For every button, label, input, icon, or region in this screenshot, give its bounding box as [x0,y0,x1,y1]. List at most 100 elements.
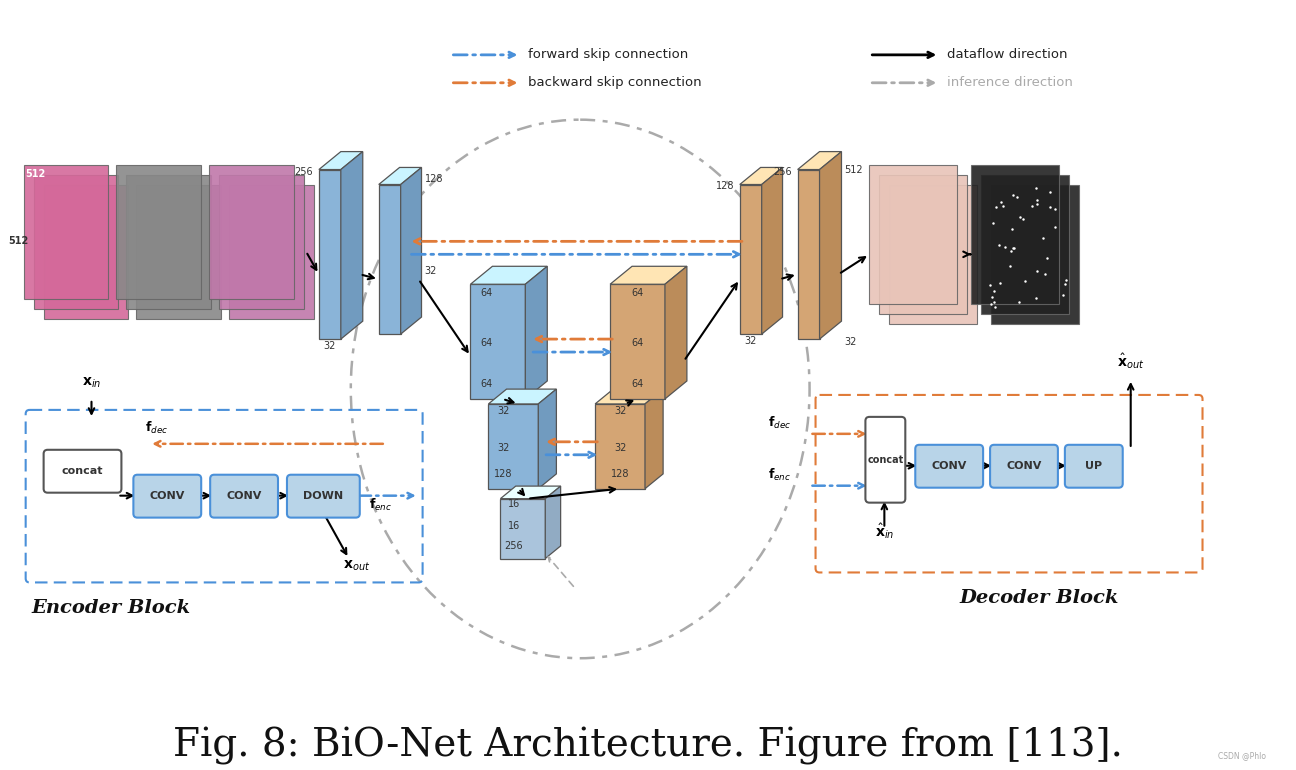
Text: inference direction: inference direction [947,76,1073,89]
Polygon shape [229,185,314,319]
Polygon shape [981,175,1069,314]
Polygon shape [797,152,841,169]
Text: 64: 64 [481,379,492,389]
Polygon shape [645,389,664,489]
FancyBboxPatch shape [1065,445,1122,487]
Polygon shape [819,152,841,339]
Text: CONV: CONV [149,491,185,501]
Text: 256: 256 [504,541,524,551]
Polygon shape [889,185,977,324]
Polygon shape [595,404,645,489]
Text: $\mathbf{x}_{out}$: $\mathbf{x}_{out}$ [343,558,371,573]
Text: 256: 256 [774,166,792,176]
Polygon shape [400,167,421,334]
Polygon shape [610,266,687,284]
Polygon shape [740,185,762,334]
Polygon shape [489,404,538,489]
Polygon shape [470,284,525,399]
Polygon shape [136,185,222,319]
FancyBboxPatch shape [133,475,201,517]
Polygon shape [500,499,546,558]
Polygon shape [470,266,547,284]
Polygon shape [665,266,687,399]
Polygon shape [341,152,363,339]
Text: 512: 512 [26,169,45,179]
Text: 256: 256 [294,166,314,176]
Text: CONV: CONV [932,461,967,471]
Text: Fig. 8: BiO-Net Architecture. Figure from [113].: Fig. 8: BiO-Net Architecture. Figure fro… [174,727,1122,765]
Polygon shape [991,185,1078,324]
Polygon shape [489,389,556,404]
Polygon shape [44,185,128,319]
Text: concat: concat [867,455,903,465]
Polygon shape [797,169,819,339]
Polygon shape [319,152,363,169]
Text: CSDN @Phlo: CSDN @Phlo [1218,751,1266,760]
Polygon shape [610,284,665,399]
Polygon shape [23,165,109,300]
Polygon shape [319,169,341,339]
FancyBboxPatch shape [44,450,122,493]
Text: Encoder Block: Encoder Block [31,599,191,618]
Text: $\mathbf{f}_{enc}$: $\mathbf{f}_{enc}$ [369,497,393,513]
Polygon shape [538,389,556,489]
Text: 128: 128 [425,173,443,183]
Text: $\mathbf{x}_{in}$: $\mathbf{x}_{in}$ [82,376,101,390]
Polygon shape [500,486,561,499]
Text: CONV: CONV [1006,461,1042,471]
Text: 32: 32 [425,266,437,276]
Polygon shape [209,165,294,300]
FancyBboxPatch shape [210,475,279,517]
Text: $\mathbf{f}_{dec}$: $\mathbf{f}_{dec}$ [769,415,792,431]
FancyBboxPatch shape [915,445,984,487]
Text: 512: 512 [9,236,29,246]
Text: 32: 32 [498,443,509,453]
Polygon shape [117,165,201,300]
Polygon shape [34,175,118,310]
Text: $\hat{\mathbf{x}}_{out}$: $\hat{\mathbf{x}}_{out}$ [1117,352,1144,371]
Text: forward skip connection: forward skip connection [529,49,688,62]
Text: 32: 32 [845,337,857,347]
Text: UP: UP [1085,461,1103,471]
Text: 128: 128 [715,182,734,192]
Text: concat: concat [62,467,104,476]
Text: 64: 64 [631,379,644,389]
Text: 32: 32 [498,406,509,416]
Text: 128: 128 [494,469,513,479]
Text: 16: 16 [508,521,520,531]
Text: DOWN: DOWN [303,491,343,501]
Polygon shape [595,389,664,404]
Text: 32: 32 [324,341,336,351]
Polygon shape [762,167,783,334]
Polygon shape [127,175,211,310]
FancyBboxPatch shape [990,445,1058,487]
Text: Decoder Block: Decoder Block [959,589,1118,608]
Polygon shape [870,165,958,304]
Text: backward skip connection: backward skip connection [529,76,702,89]
Text: 64: 64 [631,338,644,348]
Text: 32: 32 [614,406,626,416]
Text: 32: 32 [744,336,757,346]
Text: $\mathbf{f}_{enc}$: $\mathbf{f}_{enc}$ [769,467,792,483]
FancyBboxPatch shape [286,475,360,517]
Polygon shape [971,165,1059,304]
FancyBboxPatch shape [866,417,906,503]
Text: 64: 64 [481,338,492,348]
Text: $\hat{\mathbf{x}}_{in}$: $\hat{\mathbf{x}}_{in}$ [875,521,894,541]
Polygon shape [378,167,421,185]
Polygon shape [546,486,561,558]
Text: CONV: CONV [227,491,262,501]
Text: dataflow direction: dataflow direction [947,49,1068,62]
Polygon shape [378,185,400,334]
Text: 64: 64 [481,288,492,298]
Text: 32: 32 [614,443,626,453]
Polygon shape [525,266,547,399]
Text: 16: 16 [508,499,520,509]
Polygon shape [740,167,783,185]
Text: 64: 64 [631,288,644,298]
Text: 128: 128 [610,469,630,479]
Polygon shape [880,175,967,314]
Polygon shape [219,175,305,310]
Text: 512: 512 [845,165,863,175]
Text: $\mathbf{f}_{dec}$: $\mathbf{f}_{dec}$ [145,420,168,436]
